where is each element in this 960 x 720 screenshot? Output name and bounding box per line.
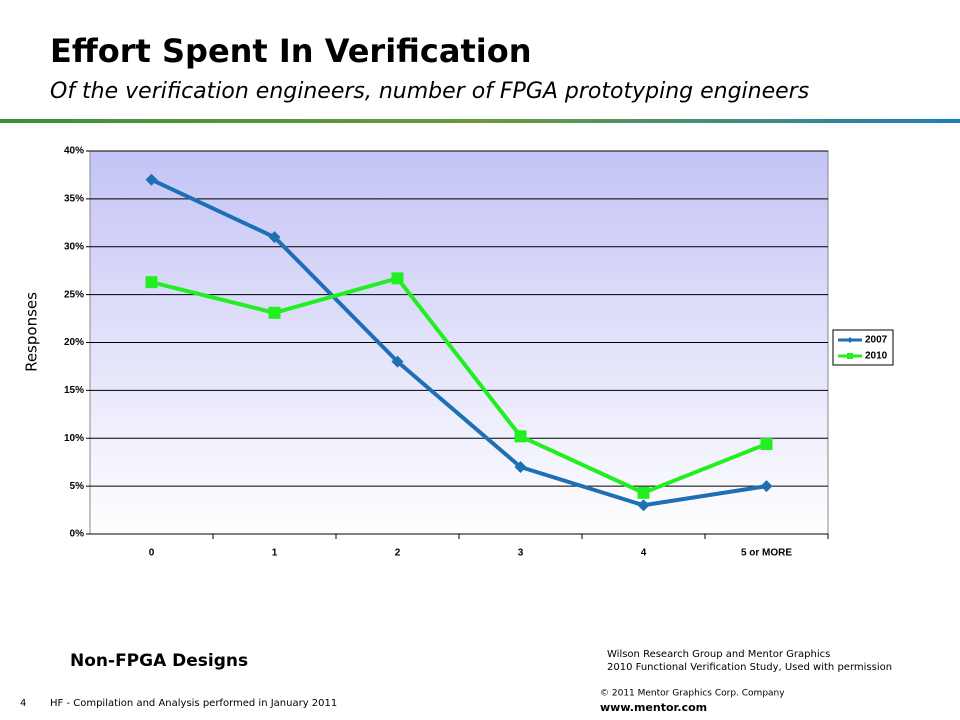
x-tick-label: 4 xyxy=(641,548,647,559)
y-axis-label: Responses xyxy=(23,292,41,372)
marker xyxy=(760,480,773,493)
legend xyxy=(832,329,894,366)
caption: Non-FPGA Designs xyxy=(70,651,248,671)
y-tick-label: 10% xyxy=(64,433,84,444)
marker xyxy=(637,486,650,499)
header-rule xyxy=(0,119,960,123)
marker xyxy=(637,499,650,512)
x-tick-label: 3 xyxy=(518,548,524,559)
y-tick-label: 40% xyxy=(64,146,84,157)
y-tick-label: 25% xyxy=(64,289,84,300)
marker xyxy=(514,430,527,443)
y-tick-label: 0% xyxy=(70,529,85,540)
legend-label: 2010 xyxy=(865,351,888,362)
x-tick-label: 0 xyxy=(149,548,155,559)
y-tick-label: 15% xyxy=(64,385,84,396)
marker xyxy=(847,337,853,343)
x-tick-label: 5 or MORE xyxy=(741,548,792,559)
marker xyxy=(847,353,853,359)
legend-label: 2007 xyxy=(865,335,888,346)
marker xyxy=(145,276,158,289)
marker xyxy=(760,437,773,450)
y-tick-label: 20% xyxy=(64,337,84,348)
page-number: 4 xyxy=(20,698,26,709)
footer: HF - Compilation and Analysis performed … xyxy=(50,698,337,709)
x-tick-label: 2 xyxy=(395,548,401,559)
website: www.mentor.com xyxy=(600,701,707,714)
marker xyxy=(514,460,527,473)
x-tick-label: 1 xyxy=(272,548,278,559)
title: Effort Spent In Verification xyxy=(50,32,531,70)
y-tick-label: 35% xyxy=(64,194,84,205)
source-line: 2010 Functional Verification Study, Used… xyxy=(607,662,892,673)
marker xyxy=(268,306,281,319)
marker xyxy=(391,355,404,368)
marker xyxy=(145,173,158,186)
series-line xyxy=(150,177,767,508)
y-tick-label: 5% xyxy=(70,481,85,492)
y-tick-label: 30% xyxy=(64,241,84,252)
series-line xyxy=(151,276,768,495)
subtitle: Of the verification engineers, number of… xyxy=(50,79,809,104)
marker xyxy=(268,231,281,244)
marker xyxy=(391,272,404,285)
source-line: Wilson Research Group and Mentor Graphic… xyxy=(607,649,830,660)
copyright: © 2011 Mentor Graphics Corp. Company xyxy=(600,689,785,699)
